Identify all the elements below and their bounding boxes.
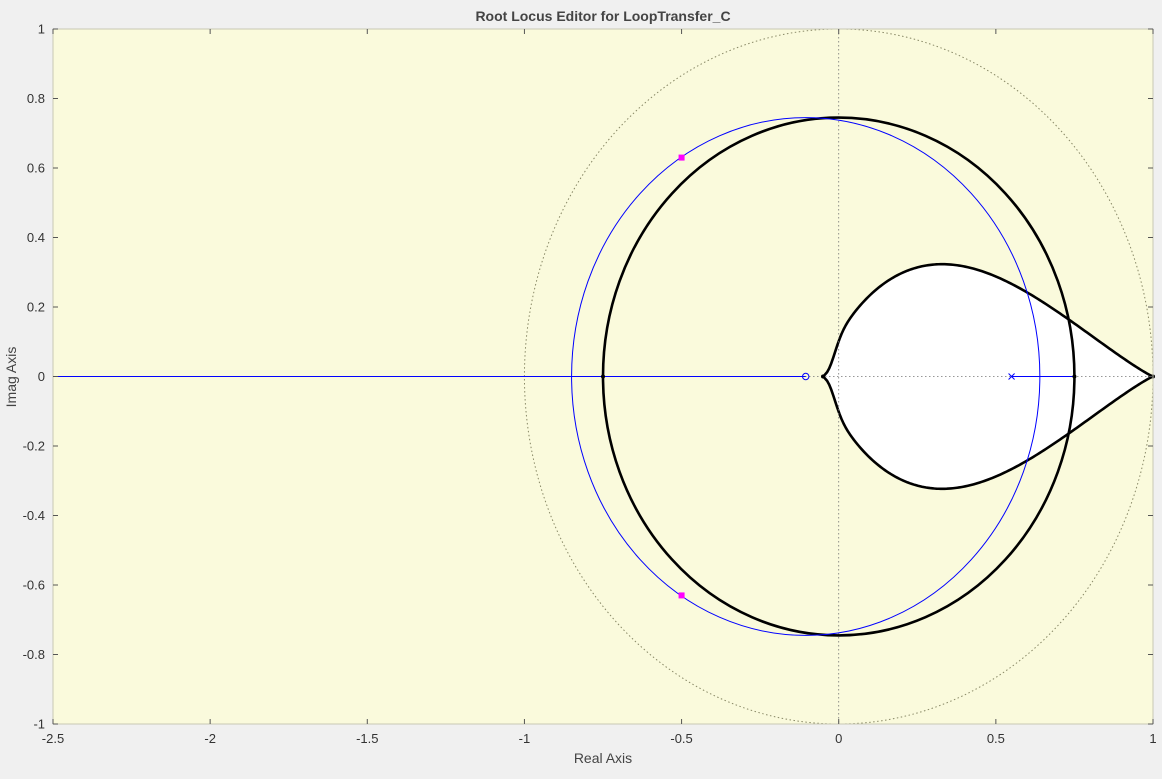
y-tick-label: 0.4 [27,230,45,245]
x-tick-label: -2 [204,731,216,746]
x-tick-label: -1.5 [356,731,378,746]
y-tick-label: -0.4 [23,508,45,523]
y-axis-title: Imag Axis [3,347,19,408]
x-tick-label: 0 [835,731,842,746]
x-tick-label: 0.5 [987,731,1005,746]
axes: -2.5 -2 -1.5 -1 -0.5 0 0.5 1 1 0.8 0.6 0.4 0.2 0 -0.2 -… [23,22,1157,747]
closed-loop-pole-marker [678,154,685,161]
plot-title: Root Locus Editor for LoopTransfer_C [475,8,730,24]
x-axis-title: Real Axis [574,750,632,766]
y-tick-label: 1 [38,22,45,37]
open-loop-zero-marker [802,372,810,381]
open-loop-pole-marker [1008,373,1015,380]
y-tick-label: 0.2 [27,300,45,315]
boundary-axis-crossing [1072,374,1077,379]
plot-area[interactable] [53,28,1155,725]
y-tick-label: 0.8 [27,91,45,106]
x-tick-label: -2.5 [42,731,64,746]
y-tick-label: -1 [33,717,45,732]
x-tick-label: 1 [1149,731,1156,746]
y-tick-label: -0.8 [23,647,45,662]
x-tick-label: -1 [519,731,531,746]
y-tick-label: -0.6 [23,578,45,593]
y-tick-label: -0.2 [23,439,45,454]
x-tick-label: -0.5 [670,731,692,746]
y-tick-label: 0 [38,369,45,384]
boundary-axis-crossing [601,374,605,379]
boundary-axis-crossing [821,374,825,379]
closed-loop-pole-marker [678,592,685,599]
y-tick-label: 0.6 [27,161,45,176]
